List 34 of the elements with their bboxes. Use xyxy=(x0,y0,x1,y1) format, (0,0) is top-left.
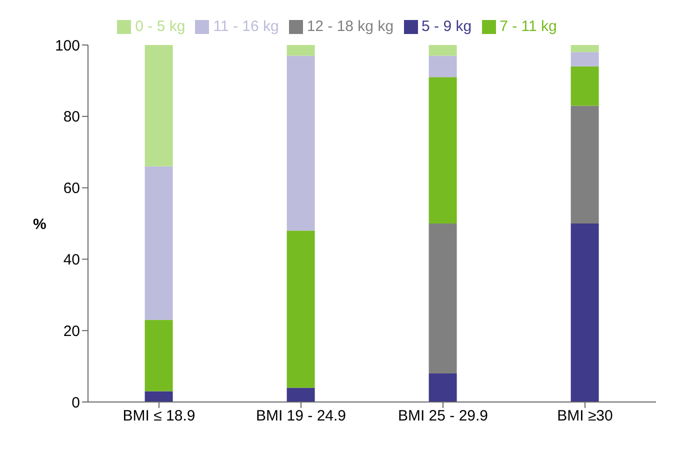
bar xyxy=(570,52,599,66)
bar xyxy=(428,224,457,374)
bar xyxy=(144,320,173,392)
bar xyxy=(570,45,599,52)
bar xyxy=(428,373,457,402)
legend-label: 5 - 9 kg xyxy=(422,18,472,35)
y-tick-label: 60 xyxy=(63,180,80,198)
bar xyxy=(428,45,457,56)
legend-label: 11 - 16 kg xyxy=(213,18,279,35)
y-tick-label: 80 xyxy=(63,108,80,126)
x-tick-label: BMI ≤ 18.9 xyxy=(122,408,196,425)
y-tick-label: 100 xyxy=(54,37,80,54)
bar xyxy=(286,230,315,388)
y-tick-label: 40 xyxy=(63,252,80,269)
legend-label: 7 - 11 kg xyxy=(500,18,557,35)
bar xyxy=(144,45,173,166)
y-tick-label: 0 xyxy=(72,394,80,412)
bar xyxy=(144,391,173,402)
bar xyxy=(570,106,599,224)
x-tick-label: BMI ≥30 xyxy=(557,408,613,425)
bar xyxy=(286,45,315,56)
bar xyxy=(428,77,457,224)
legend-label: 12 - 18 kg kg xyxy=(306,18,394,35)
x-tick-label: BMI 19 - 24.9 xyxy=(256,408,346,425)
x-tick-label: BMI 25 - 29.9 xyxy=(398,408,488,425)
y-axis-title: % xyxy=(33,216,46,233)
y-tick-label: 20 xyxy=(63,322,80,340)
legend-label: 0 - 5 kg xyxy=(135,18,186,35)
bar xyxy=(570,224,599,402)
bar xyxy=(286,388,315,402)
bar xyxy=(570,66,599,106)
bar xyxy=(428,56,457,78)
bar xyxy=(144,166,173,320)
bar xyxy=(286,56,315,231)
